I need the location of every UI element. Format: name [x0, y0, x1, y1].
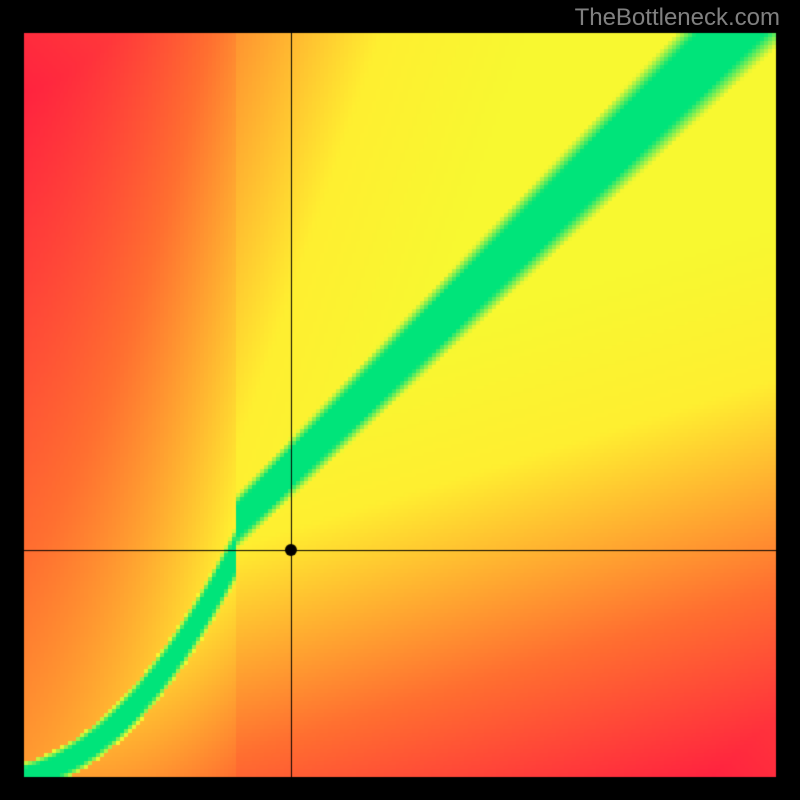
bottleneck-heatmap	[0, 0, 800, 800]
chart-container: TheBottleneck.com	[0, 0, 800, 800]
watermark-text: TheBottleneck.com	[575, 4, 780, 32]
